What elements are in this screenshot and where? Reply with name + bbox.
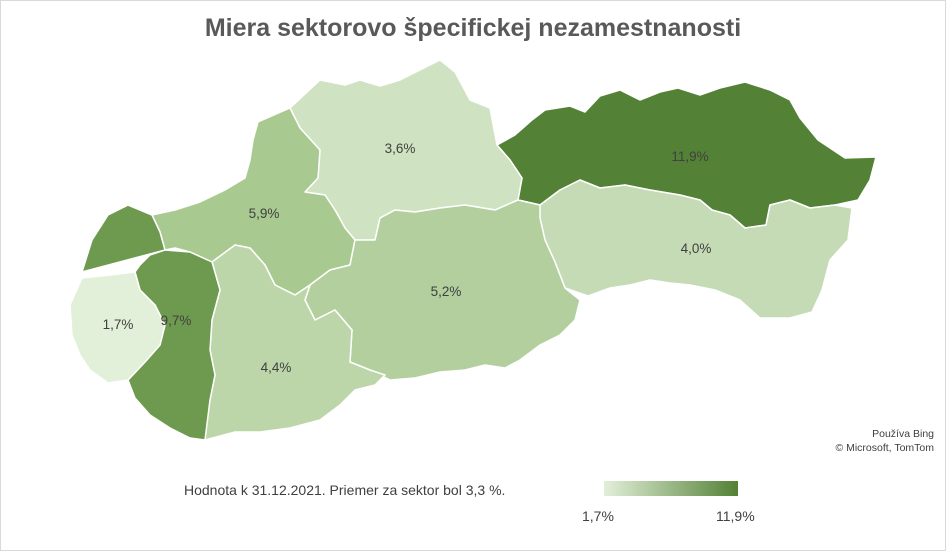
legend-max-label: 11,9% [716,508,755,524]
legend-min-label: 1,7% [582,508,614,524]
label-trnava: 9,7% [161,313,192,328]
legend-gradient-bar [604,481,738,496]
attribution-line-1: Používa Bing [872,428,934,440]
attribution-line-2: © Microsoft, TomTom [835,442,934,454]
label-presov: 11,9% [671,149,708,164]
label-zilina: 3,6% [385,141,416,156]
label-nitra: 4,4% [261,360,292,375]
label-banska-bystrica: 5,2% [431,284,462,299]
region-bratislava[interactable] [69,271,166,384]
map-attribution: Používa Bing © Microsoft, TomTom [835,427,934,455]
footnote: Hodnota k 31.12.2021. Priemer za sektor … [184,482,506,498]
label-bratislava: 1,7% [103,317,134,332]
label-trencin: 5,9% [249,206,280,221]
label-kosice: 4,0% [681,241,712,256]
map-title: Miera sektorovo špecifickej nezamestnano… [204,14,742,42]
region-kosice[interactable] [517,179,853,319]
